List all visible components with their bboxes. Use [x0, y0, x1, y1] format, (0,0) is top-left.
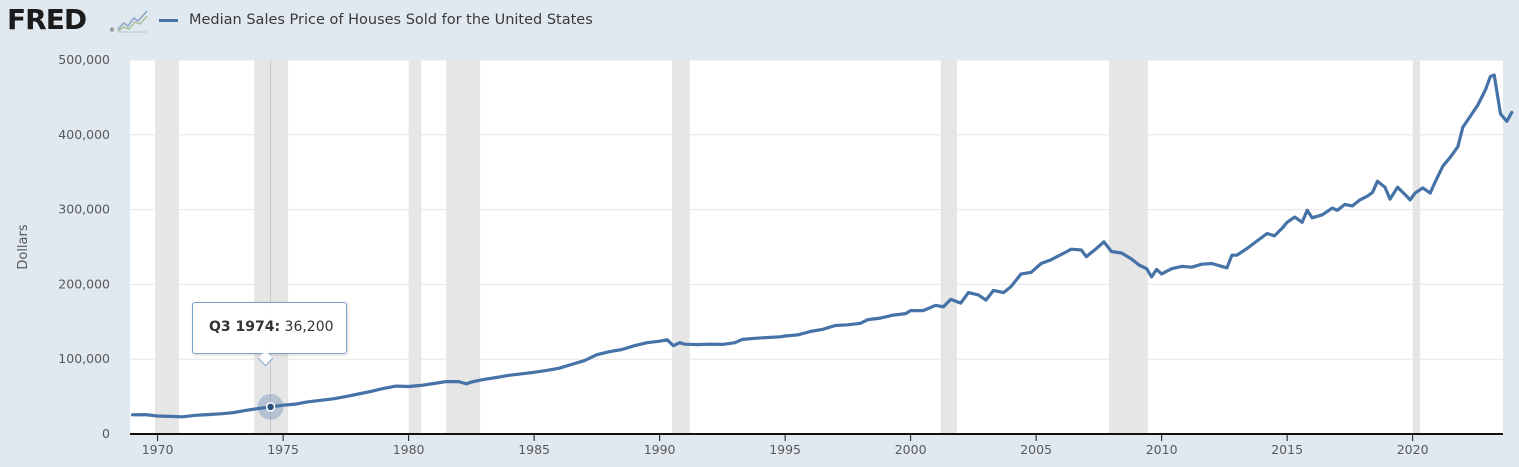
recession-band — [254, 60, 289, 434]
series-title[interactable]: Median Sales Price of Houses Sold for th… — [189, 12, 593, 28]
y-tick-label: 500,000 — [58, 52, 110, 67]
y-tick-label: 100,000 — [58, 351, 110, 366]
y-axis-title: Dollars — [16, 224, 31, 269]
recession-band — [446, 60, 481, 434]
recession-bands — [155, 60, 1421, 434]
y-axis-ticks: 0 100,000 200,000 300,000 400,000 500,000 — [58, 52, 110, 441]
tooltip: Q3 1974: 36,200 — [192, 302, 347, 367]
line-chart[interactable]: 0 100,000 200,000 300,000 400,000 500,000 197… — [0, 44, 1519, 467]
recession-band — [1412, 60, 1421, 434]
chart-header: FRED ® Median Sales Price of Houses Sold… — [0, 0, 1519, 44]
x-tick-label: 2010 — [1146, 442, 1178, 457]
hover-marker[interactable] — [265, 402, 276, 412]
registered-mark: ® — [109, 27, 115, 34]
tooltip-period: Q3 1974: — [209, 319, 281, 335]
fred-logo[interactable]: FRED — [7, 3, 87, 36]
x-tick-label: 2000 — [895, 442, 927, 457]
recession-band — [672, 60, 690, 434]
tooltip-text: Q3 1974: 36,200 — [209, 319, 334, 335]
recession-band — [155, 60, 179, 434]
x-tick-label: 1975 — [267, 442, 299, 457]
x-tick-label: 1995 — [769, 442, 801, 457]
y-tick-label: 200,000 — [58, 276, 110, 291]
legend[interactable]: Median Sales Price of Houses Sold for th… — [159, 8, 593, 32]
gridlines — [130, 59, 1503, 360]
x-tick-label: 2015 — [1271, 442, 1303, 457]
recession-band — [408, 60, 422, 434]
x-tick-label: 1990 — [644, 442, 676, 457]
x-tick-label: 1970 — [142, 442, 174, 457]
x-tick-label: 2020 — [1397, 442, 1429, 457]
y-tick-label: 300,000 — [58, 202, 110, 217]
y-tick-label: 0 — [102, 426, 110, 441]
hover-marker-group[interactable] — [257, 393, 284, 420]
y-tick-label: 400,000 — [58, 127, 110, 142]
x-tick-label: 1985 — [518, 442, 550, 457]
recession-band — [1108, 60, 1148, 434]
line-graph-icon — [117, 10, 148, 33]
series-line[interactable] — [130, 73, 1514, 419]
x-tick-label: 1980 — [393, 442, 425, 457]
x-tick-label: 2005 — [1020, 442, 1052, 457]
x-axis-ticks: 1970 1975 1980 1985 1990 1995 2000 2005 2010 2015… — [142, 434, 1429, 457]
legend-swatch — [159, 18, 178, 22]
recession-band — [940, 60, 958, 434]
tooltip-value: 36,200 — [284, 319, 334, 335]
plot-area — [130, 60, 1503, 434]
